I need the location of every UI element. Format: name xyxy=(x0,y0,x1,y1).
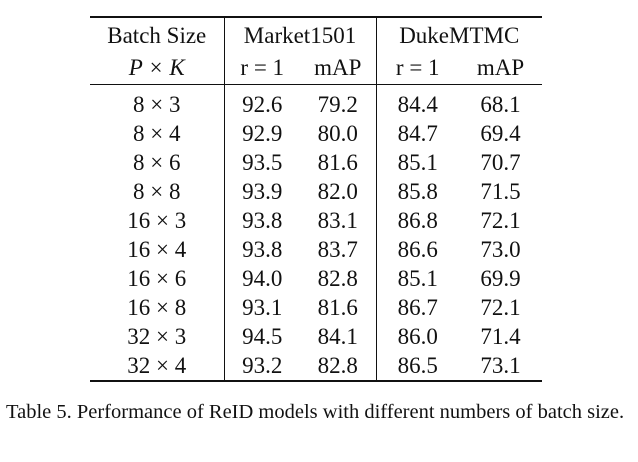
table-caption: Table 5. Performance of ReID models with… xyxy=(6,401,625,423)
duke-map-cell: 69.9 xyxy=(480,266,521,291)
batch-cell: 16 × 4 xyxy=(90,235,225,264)
market-map-cell: 83.7 xyxy=(300,235,377,264)
batch-cell: 32 × 4 xyxy=(90,351,225,382)
market-map-cell: 79.2 xyxy=(300,84,377,119)
batch-cell: 8 × 4 xyxy=(90,119,225,148)
market-r1-cell: 94.0 xyxy=(242,266,283,291)
batch-size-header: Batch Size xyxy=(90,17,225,51)
duke-map-cell: 73.0 xyxy=(480,237,521,262)
duke-map-cell: 69.4 xyxy=(480,121,521,146)
batch-formula-header: P × K xyxy=(90,51,225,85)
duke-r1-cell: 86.8 xyxy=(397,208,438,233)
market-map-cell: 83.1 xyxy=(300,206,377,235)
duke-r1-header: r = 1 xyxy=(376,51,459,85)
table-row: 16 × 3 93.8 83.1 86.8 72.1 xyxy=(90,206,542,235)
header-row-metrics: P × K r = 1 mAP r = 1 mAP xyxy=(90,51,542,85)
market-r1-header: r = 1 xyxy=(224,51,300,85)
market-r1-cell: 92.9 xyxy=(242,121,283,146)
dukemtmc-header: DukeMTMC xyxy=(399,23,520,48)
market-r1-cell: 92.6 xyxy=(242,92,283,117)
batch-cell: 16 × 3 xyxy=(90,206,225,235)
duke-map-header: mAP xyxy=(459,51,542,85)
duke-map-cell: 72.1 xyxy=(480,208,521,233)
duke-r1-cell: 85.1 xyxy=(397,150,438,175)
market-map-cell: 81.6 xyxy=(300,293,377,322)
market-map-header: mAP xyxy=(300,51,377,85)
results-table-container: Batch Size Market1501 DukeMTMC P × K r =… xyxy=(90,16,542,382)
duke-r1-cell: 85.8 xyxy=(397,179,438,204)
table-row: 8 × 6 93.5 81.6 85.1 70.7 xyxy=(90,148,542,177)
batch-cell: 32 × 3 xyxy=(90,322,225,351)
batch-cell: 16 × 8 xyxy=(90,293,225,322)
market-map-cell: 82.8 xyxy=(300,264,377,293)
market-r1-cell: 93.8 xyxy=(242,208,283,233)
batch-cell: 8 × 3 xyxy=(90,84,225,119)
market-map-cell: 81.6 xyxy=(300,148,377,177)
duke-map-cell: 71.5 xyxy=(480,179,521,204)
duke-r1-cell: 86.7 xyxy=(397,295,438,320)
market-map-cell: 80.0 xyxy=(300,119,377,148)
market-r1-cell: 93.1 xyxy=(242,295,283,320)
results-table: Batch Size Market1501 DukeMTMC P × K r =… xyxy=(90,16,542,382)
batch-cell: 8 × 6 xyxy=(90,148,225,177)
table-row: 16 × 6 94.0 82.8 85.1 69.9 xyxy=(90,264,542,293)
table-row: 8 × 4 92.9 80.0 84.7 69.4 xyxy=(90,119,542,148)
header-row-datasets: Batch Size Market1501 DukeMTMC xyxy=(90,17,542,51)
table-body: 8 × 3 92.6 79.2 84.4 68.1 8 × 4 92.9 80.… xyxy=(90,84,542,382)
duke-r1-cell: 84.7 xyxy=(397,121,438,146)
table-row: 8 × 3 92.6 79.2 84.4 68.1 xyxy=(90,84,542,119)
batch-cell: 16 × 6 xyxy=(90,264,225,293)
market-r1-cell: 93.8 xyxy=(242,237,283,262)
duke-r1-cell: 84.4 xyxy=(397,92,438,117)
duke-map-cell: 72.1 xyxy=(480,295,521,320)
table-row: 32 × 3 94.5 84.1 86.0 71.4 xyxy=(90,322,542,351)
market-r1-cell: 93.9 xyxy=(242,179,283,204)
market-r1-cell: 93.2 xyxy=(224,351,300,382)
duke-r1-cell: 86.0 xyxy=(397,324,438,349)
duke-map-cell: 71.4 xyxy=(480,324,521,349)
market-map-cell: 82.0 xyxy=(300,177,377,206)
market1501-header: Market1501 xyxy=(224,17,377,51)
duke-r1-cell: 86.5 xyxy=(376,351,459,382)
batch-cell: 8 × 8 xyxy=(90,177,225,206)
market-r1-cell: 94.5 xyxy=(242,324,283,349)
table-row: 8 × 8 93.9 82.0 85.8 71.5 xyxy=(90,177,542,206)
duke-map-cell: 68.1 xyxy=(480,92,521,117)
market-map-cell: 82.8 xyxy=(300,351,377,382)
duke-r1-cell: 85.1 xyxy=(397,266,438,291)
table-row: 16 × 8 93.1 81.6 86.7 72.1 xyxy=(90,293,542,322)
duke-r1-cell: 86.6 xyxy=(397,237,438,262)
table-row: 32 × 4 93.2 82.8 86.5 73.1 xyxy=(90,351,542,382)
table-row: 16 × 4 93.8 83.7 86.6 73.0 xyxy=(90,235,542,264)
duke-map-cell: 70.7 xyxy=(480,150,521,175)
duke-map-cell: 73.1 xyxy=(459,351,542,382)
market-r1-cell: 93.5 xyxy=(242,150,283,175)
market-map-cell: 84.1 xyxy=(300,322,377,351)
